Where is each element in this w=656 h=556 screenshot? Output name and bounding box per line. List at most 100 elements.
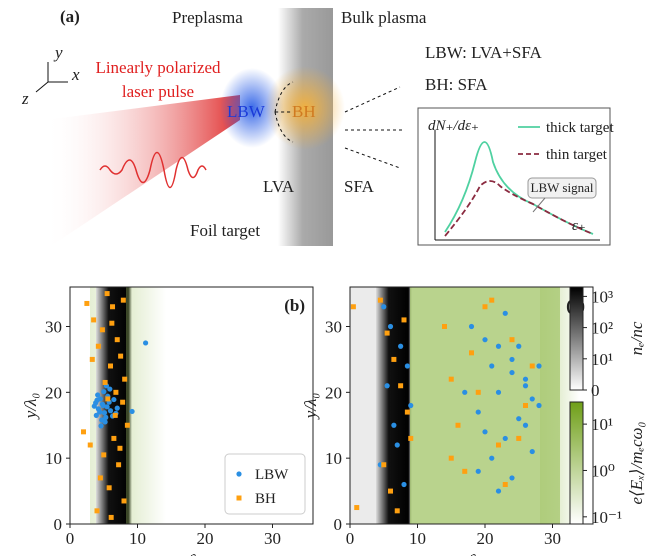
colorbar-label: e⟨Eₓ⟩/mₑcω₀ (627, 421, 646, 504)
point (143, 340, 149, 346)
point (104, 291, 110, 297)
point (98, 423, 104, 429)
point (106, 485, 112, 491)
bh-blob (265, 66, 345, 150)
text: Linearly polarized (95, 58, 221, 77)
x-axis-label: x/λ₀ (458, 551, 485, 556)
colorbar-tick-label: 10¹ (591, 415, 613, 434)
point (522, 383, 529, 389)
point (509, 369, 515, 376)
legend-box (224, 453, 306, 515)
colorbar-tick-label: 10² (591, 319, 613, 338)
point (475, 389, 481, 395)
point (536, 402, 542, 409)
y-tick-label: 30 (45, 318, 62, 337)
colorbar (569, 286, 584, 391)
point (124, 422, 130, 428)
colorbar-tick-label: 10³ (591, 287, 613, 306)
point (408, 435, 414, 441)
point (536, 363, 542, 369)
point (105, 396, 111, 402)
point (468, 323, 475, 330)
text: y (53, 43, 63, 62)
point (107, 386, 113, 392)
x-tick-label: 0 (346, 529, 355, 548)
point (94, 508, 100, 514)
point (404, 363, 410, 369)
point (398, 343, 404, 349)
point (469, 350, 474, 356)
point (381, 462, 387, 468)
point (101, 452, 107, 458)
point (108, 363, 113, 369)
point (117, 445, 123, 451)
point (509, 356, 515, 363)
point (350, 304, 356, 310)
colorbar-tick-label: 10¹ (591, 350, 613, 369)
field-image (350, 287, 580, 524)
text: laser pulse (122, 82, 194, 101)
point (100, 402, 106, 409)
point (516, 343, 522, 349)
point (398, 383, 404, 389)
text: SFA (344, 177, 375, 196)
inset (417, 107, 611, 246)
colorbar-tick-label: 10⁻¹ (591, 508, 622, 527)
wave (99, 151, 207, 189)
point (495, 389, 502, 395)
point (408, 402, 414, 409)
colorbar-tick-label: 0 (591, 381, 600, 400)
point (502, 310, 508, 316)
point (529, 363, 535, 369)
text: Foil target (190, 221, 260, 240)
axes-frame (349, 286, 594, 525)
point (495, 343, 502, 349)
point (103, 414, 109, 420)
point (116, 462, 122, 468)
laser (45, 95, 240, 250)
y-tick-label: 10 (325, 449, 342, 468)
y-tick-label: 0 (54, 515, 63, 534)
point (516, 416, 522, 422)
text: Preplasma (172, 8, 243, 27)
point (462, 389, 468, 395)
point (516, 435, 522, 441)
point (495, 488, 502, 494)
y-axis-label: y/λ₀ (301, 393, 320, 421)
point (111, 435, 117, 441)
point (109, 320, 115, 326)
point (89, 356, 95, 362)
legend-label: BH (255, 491, 276, 507)
point (522, 376, 529, 382)
point (509, 475, 515, 481)
point (455, 422, 461, 428)
point (87, 442, 93, 448)
point (448, 455, 454, 461)
x-tick-label: 20 (477, 529, 494, 548)
point (401, 317, 407, 323)
x-axis-label: x/λ₀ (178, 551, 205, 556)
y-tick-label: 30 (325, 318, 342, 337)
point (394, 442, 400, 448)
point (93, 412, 99, 418)
point (107, 408, 114, 414)
text: LBW: LVA+SFA (425, 43, 543, 62)
point (529, 448, 535, 455)
point (381, 304, 387, 310)
point (391, 356, 397, 362)
point (91, 317, 97, 323)
point (384, 330, 390, 336)
point (482, 304, 488, 310)
point (108, 514, 114, 520)
text: BH (292, 102, 316, 121)
y-tick-label: 20 (325, 383, 342, 402)
point (121, 498, 127, 504)
point (95, 392, 101, 398)
text: x (71, 65, 80, 84)
point (81, 429, 86, 435)
legend-marker (236, 495, 242, 501)
arrows (274, 81, 405, 169)
panel-label: (b) (284, 296, 305, 315)
y-tick-label: 0 (334, 515, 343, 534)
